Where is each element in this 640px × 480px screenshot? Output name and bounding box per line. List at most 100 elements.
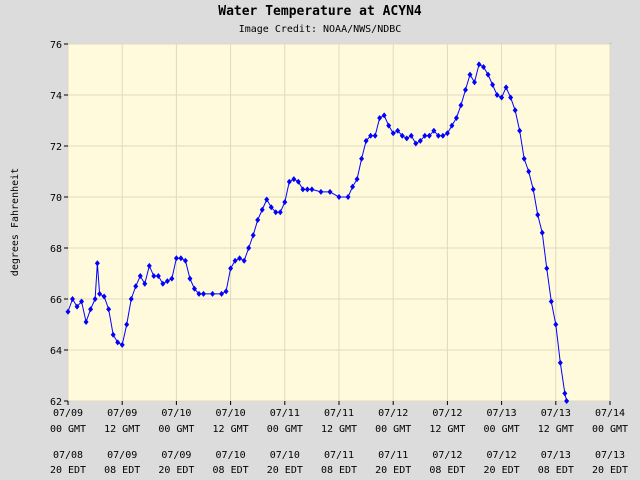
data-point (255, 216, 261, 223)
data-point (88, 306, 94, 313)
data-point (458, 102, 464, 109)
data-point (124, 321, 130, 328)
x-tick-label: 07/13 (595, 450, 625, 461)
data-point (223, 288, 229, 295)
data-point (119, 341, 125, 348)
data-point (182, 257, 188, 264)
data-point (431, 127, 437, 134)
x-tick-label: 07/09 (107, 450, 137, 461)
x-tick-label: 08 EDT (429, 465, 465, 476)
data-point (435, 132, 441, 139)
x-tick-label: 07/12 (432, 450, 462, 461)
data-point (526, 168, 532, 175)
data-point (444, 130, 450, 137)
data-point (377, 114, 383, 121)
x-tick-label: 08 EDT (538, 465, 574, 476)
data-point (564, 398, 570, 404)
data-point (286, 178, 292, 185)
data (65, 61, 570, 404)
data-point (453, 114, 459, 121)
x-tick-label: 07/10 (270, 450, 300, 461)
chart-title: Water Temperature at ACYN4 (218, 4, 422, 19)
data-point (476, 61, 482, 68)
data-point (508, 94, 514, 101)
y-tick-label: 72 (50, 142, 62, 153)
data-point (467, 71, 473, 78)
x-tick-label: 12 GMT (104, 424, 140, 435)
data-point (440, 132, 446, 139)
x-tick-label: 00 GMT (50, 424, 86, 435)
x-tick-label: 12 GMT (321, 424, 357, 435)
y-tick-label: 66 (50, 295, 62, 306)
x-tick-label: 08 EDT (213, 465, 249, 476)
data-point (309, 186, 315, 193)
data-point (544, 265, 550, 272)
data-point (232, 257, 238, 264)
x-tick-label: 07/12 (432, 408, 462, 419)
x-tick-label: 12 GMT (213, 424, 249, 435)
x-tick-label: 07/10 (216, 450, 246, 461)
data-point (539, 229, 545, 236)
data-point (512, 107, 518, 114)
data-point (350, 183, 356, 190)
x-tick-label: 20 EDT (158, 465, 194, 476)
x-tick-label: 20 EDT (267, 465, 303, 476)
x-tick-label: 07/13 (487, 408, 517, 419)
x-tick-label: 08 EDT (321, 465, 357, 476)
data-point (241, 257, 247, 264)
data-point (210, 290, 216, 297)
y-tick-label: 76 (50, 40, 62, 51)
x-tick-label: 07/13 (541, 408, 571, 419)
data-point (164, 278, 170, 285)
data-point (83, 318, 89, 325)
data-point (485, 71, 491, 78)
data-point (304, 186, 310, 193)
x-tick-label: 07/12 (378, 408, 408, 419)
data-point (503, 84, 509, 91)
data-point (490, 81, 496, 88)
x-tick-label: 20 EDT (484, 465, 520, 476)
data-point (155, 273, 161, 280)
data-point (548, 298, 554, 305)
data-point (291, 176, 297, 183)
data-point (115, 339, 121, 346)
data-point (399, 132, 405, 139)
data-point (449, 122, 455, 129)
data-point (277, 209, 283, 216)
x-tick-label: 00 GMT (484, 424, 520, 435)
data-point (517, 127, 523, 134)
data-point (264, 196, 270, 203)
data-point (178, 255, 184, 262)
data-point (336, 194, 342, 200)
data-point (363, 137, 369, 144)
data-point (133, 283, 139, 290)
x-tick-label: 07/09 (161, 450, 191, 461)
y-tick-label: 64 (50, 346, 62, 357)
data-point (426, 132, 432, 139)
data-point (128, 296, 134, 302)
y-axis-label: degrees Fahrenheit (10, 168, 21, 276)
data-point (196, 290, 202, 297)
x-tick-label: 12 GMT (429, 424, 465, 435)
data-point (553, 321, 559, 328)
data-point (521, 155, 527, 162)
data-point (359, 155, 365, 162)
data-point (137, 273, 143, 280)
data-point (173, 255, 179, 262)
data-point (97, 290, 103, 297)
data-point (151, 273, 157, 280)
data-point (300, 186, 306, 193)
x-tick-label: 07/11 (324, 408, 354, 419)
x-tick-label: 07/11 (324, 450, 354, 461)
data-point (390, 130, 396, 137)
data-point (169, 275, 175, 282)
data-point (381, 112, 387, 119)
x-tick-label: 00 GMT (592, 424, 628, 435)
data-point (237, 255, 243, 262)
data-point (295, 178, 301, 185)
x-tick-label: 00 GMT (375, 424, 411, 435)
chart-subtitle: Image Credit: NOAA/NWS/NDBC (239, 24, 402, 35)
data-point (327, 188, 333, 195)
data-point (268, 204, 274, 211)
